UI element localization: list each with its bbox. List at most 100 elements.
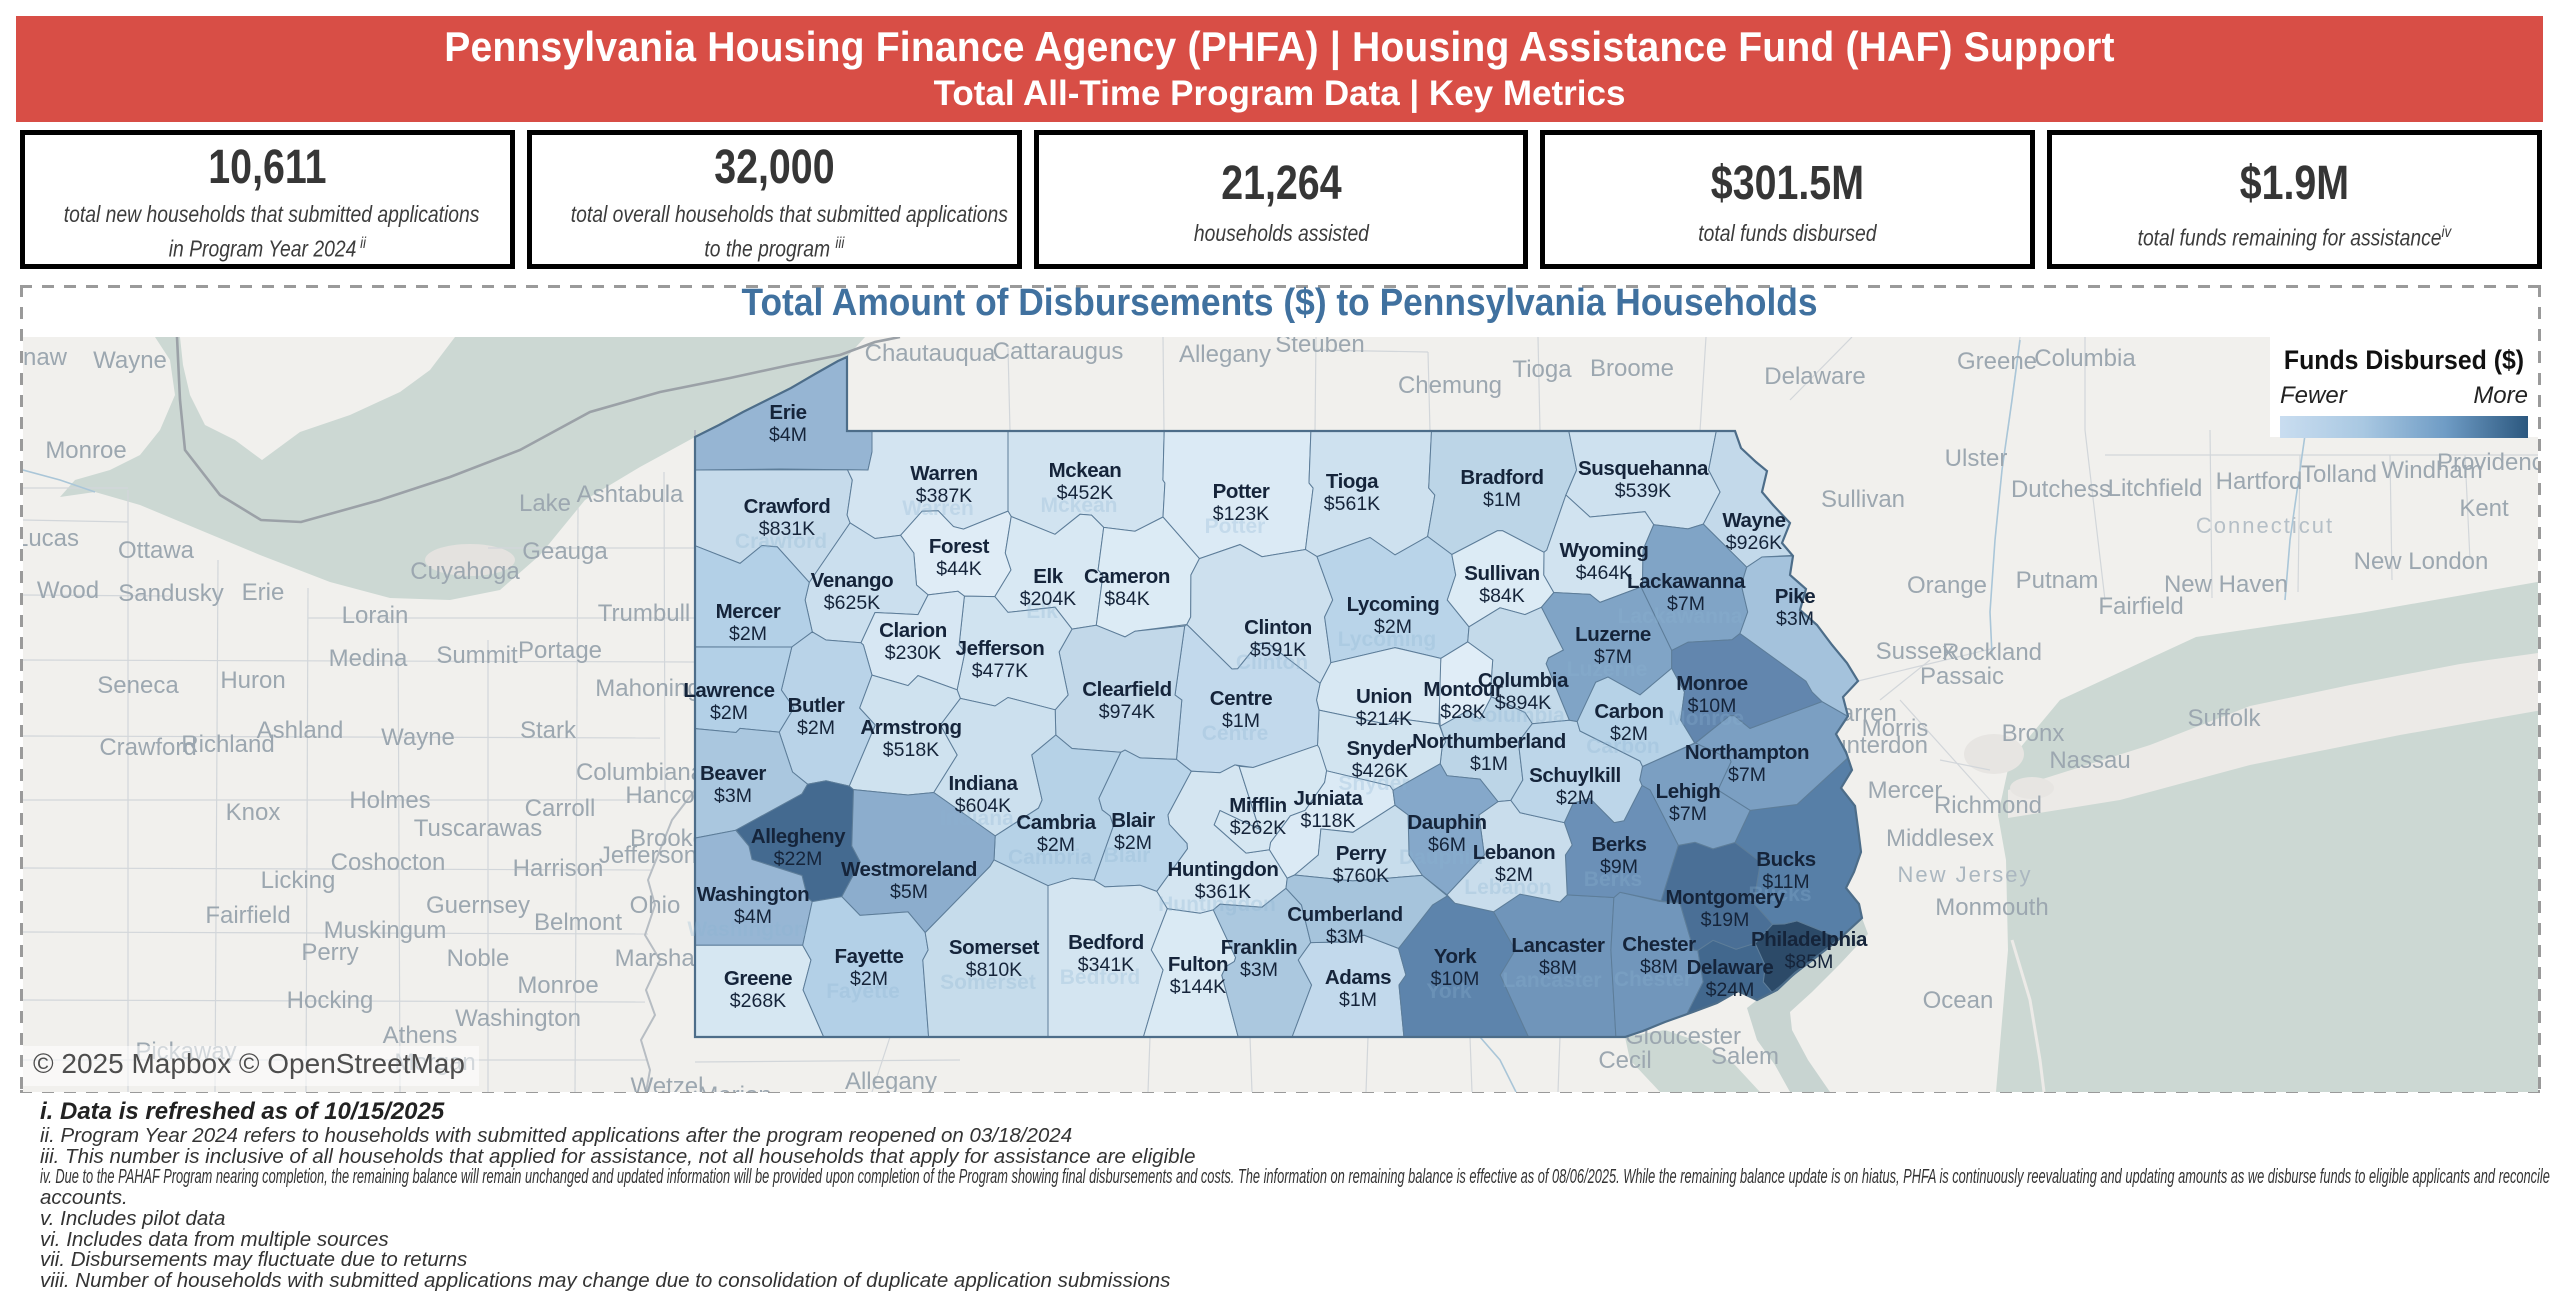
svg-text:Bucks: Bucks — [1756, 848, 1816, 871]
svg-text:$214K: $214K — [1356, 708, 1412, 730]
svg-text:Licking: Licking — [261, 867, 336, 894]
svg-text:Chester: Chester — [1622, 933, 1696, 956]
svg-text:Bucks: Bucks — [1748, 883, 1811, 906]
svg-text:Litchfield: Litchfield — [2108, 475, 2203, 502]
svg-text:Carbon: Carbon — [1586, 735, 1660, 758]
svg-text:Lancaster: Lancaster — [1502, 969, 1601, 992]
svg-text:$118K: $118K — [1301, 810, 1356, 832]
svg-text:Venango: Venango — [811, 569, 894, 592]
svg-text:Wayne: Wayne — [381, 724, 455, 751]
svg-text:Tuscarawas: Tuscarawas — [414, 815, 542, 842]
svg-text:Lucas: Lucas — [23, 525, 79, 552]
svg-text:Steuben: Steuben — [1275, 337, 1364, 358]
svg-text:$1M: $1M — [1470, 753, 1508, 775]
svg-text:Richmond: Richmond — [1934, 792, 2042, 819]
svg-text:$144K: $144K — [1170, 976, 1226, 998]
svg-text:Perry: Perry — [1336, 842, 1387, 865]
svg-text:Ottawa: Ottawa — [118, 537, 195, 564]
svg-text:Cuyahoga: Cuyahoga — [410, 558, 520, 585]
svg-text:$7M: $7M — [1669, 803, 1707, 825]
svg-text:Monroe: Monroe — [45, 437, 126, 464]
svg-text:Crawford: Crawford — [735, 530, 827, 553]
svg-text:Salem: Salem — [1711, 1043, 1779, 1070]
svg-text:$361K: $361K — [1195, 881, 1251, 903]
svg-text:Monroe: Monroe — [517, 972, 598, 999]
svg-text:York: York — [1434, 945, 1477, 968]
svg-text:$262K: $262K — [1230, 817, 1286, 839]
svg-text:Ocean: Ocean — [1923, 987, 1994, 1014]
svg-text:Washington: Washington — [687, 918, 806, 941]
svg-text:Stark: Stark — [520, 717, 577, 744]
svg-text:Portage: Portage — [518, 637, 602, 664]
svg-text:$9M: $9M — [1600, 856, 1638, 878]
svg-text:$2M: $2M — [1037, 834, 1075, 856]
svg-text:Montgomery: Montgomery — [1665, 886, 1785, 909]
svg-text:Snyder: Snyder — [1338, 772, 1409, 795]
svg-text:$7M: $7M — [1594, 646, 1632, 668]
svg-text:Wyoming: Wyoming — [1559, 539, 1648, 562]
svg-text:Fairfield: Fairfield — [2098, 593, 2183, 620]
svg-text:$2M: $2M — [710, 702, 748, 724]
svg-text:Chester: Chester — [1614, 968, 1692, 991]
svg-text:Schuylkill: Schuylkill — [1529, 764, 1621, 787]
svg-text:Dutchess: Dutchess — [2011, 476, 2111, 503]
svg-text:Suffolk: Suffolk — [2188, 705, 2262, 732]
svg-text:Jefferson: Jefferson — [956, 637, 1045, 660]
svg-text:$387K: $387K — [916, 485, 972, 507]
svg-text:Beaver: Beaver — [700, 762, 766, 785]
svg-text:Nassau: Nassau — [2049, 747, 2130, 774]
svg-text:$24M: $24M — [1706, 979, 1755, 1001]
svg-text:Cambria: Cambria — [1008, 846, 1092, 869]
svg-text:Fulton: Fulton — [1168, 953, 1228, 976]
svg-text:Luzerne: Luzerne — [1575, 623, 1651, 646]
svg-text:Orange: Orange — [1907, 572, 1987, 599]
svg-text:Wood: Wood — [37, 577, 99, 604]
svg-text:Monroe: Monroe — [1676, 672, 1748, 695]
svg-text:$1M: $1M — [1483, 489, 1521, 511]
svg-text:$760K: $760K — [1333, 865, 1389, 887]
svg-text:$810K: $810K — [966, 959, 1022, 981]
svg-text:$2M: $2M — [1374, 616, 1412, 638]
svg-text:Putnam: Putnam — [2016, 567, 2099, 594]
svg-text:Cumberland: Cumberland — [1287, 903, 1403, 926]
svg-text:Elk: Elk — [1026, 600, 1058, 623]
svg-text:Indiana: Indiana — [940, 807, 1014, 830]
svg-text:Columbia: Columbia — [2034, 345, 2136, 372]
svg-text:Bronx: Bronx — [2002, 720, 2065, 747]
svg-text:Fairfield: Fairfield — [205, 902, 290, 929]
svg-text:$3M: $3M — [714, 785, 752, 807]
svg-text:Centre: Centre — [1202, 722, 1269, 745]
svg-text:Philadelphia: Philadelphia — [1751, 928, 1868, 951]
svg-text:Wayne: Wayne — [1722, 509, 1785, 532]
svg-text:$2M: $2M — [1610, 723, 1648, 745]
svg-text:Blair: Blair — [1111, 809, 1155, 832]
svg-text:Clearfield: Clearfield — [1082, 678, 1171, 701]
svg-text:$894K: $894K — [1495, 692, 1551, 714]
svg-text:Hocking: Hocking — [287, 987, 374, 1014]
svg-text:Trumbull: Trumbull — [598, 600, 690, 627]
svg-text:Tolland: Tolland — [2301, 461, 2377, 488]
svg-text:Blair: Blair — [1104, 844, 1151, 867]
svg-text:Marion: Marion — [698, 1082, 771, 1092]
svg-text:Mifflin: Mifflin — [1229, 794, 1287, 817]
svg-text:$268K: $268K — [730, 990, 786, 1012]
svg-text:$7M: $7M — [1667, 593, 1705, 615]
svg-text:$84K: $84K — [1104, 588, 1150, 610]
svg-text:Sandusky: Sandusky — [118, 580, 223, 607]
svg-text:Carbon: Carbon — [1594, 700, 1663, 723]
svg-text:Dauphin: Dauphin — [1407, 811, 1486, 834]
svg-text:$625K: $625K — [824, 592, 880, 614]
svg-text:Montour: Montour — [1423, 678, 1503, 701]
svg-text:Greene: Greene — [724, 967, 792, 990]
svg-text:Sullivan: Sullivan — [1464, 562, 1539, 585]
svg-text:Tioga: Tioga — [1326, 470, 1379, 493]
svg-text:Fayette: Fayette — [835, 945, 904, 968]
svg-text:Morris: Morris — [1862, 715, 1929, 742]
svg-text:$426K: $426K — [1352, 760, 1408, 782]
svg-text:Muskingum: Muskingum — [324, 917, 447, 944]
svg-text:Noble: Noble — [447, 945, 510, 972]
svg-text:$604K: $604K — [955, 795, 1011, 817]
svg-text:Clinton: Clinton — [1236, 651, 1308, 674]
svg-text:Seneca: Seneca — [97, 672, 179, 699]
svg-text:$831K: $831K — [759, 518, 815, 540]
